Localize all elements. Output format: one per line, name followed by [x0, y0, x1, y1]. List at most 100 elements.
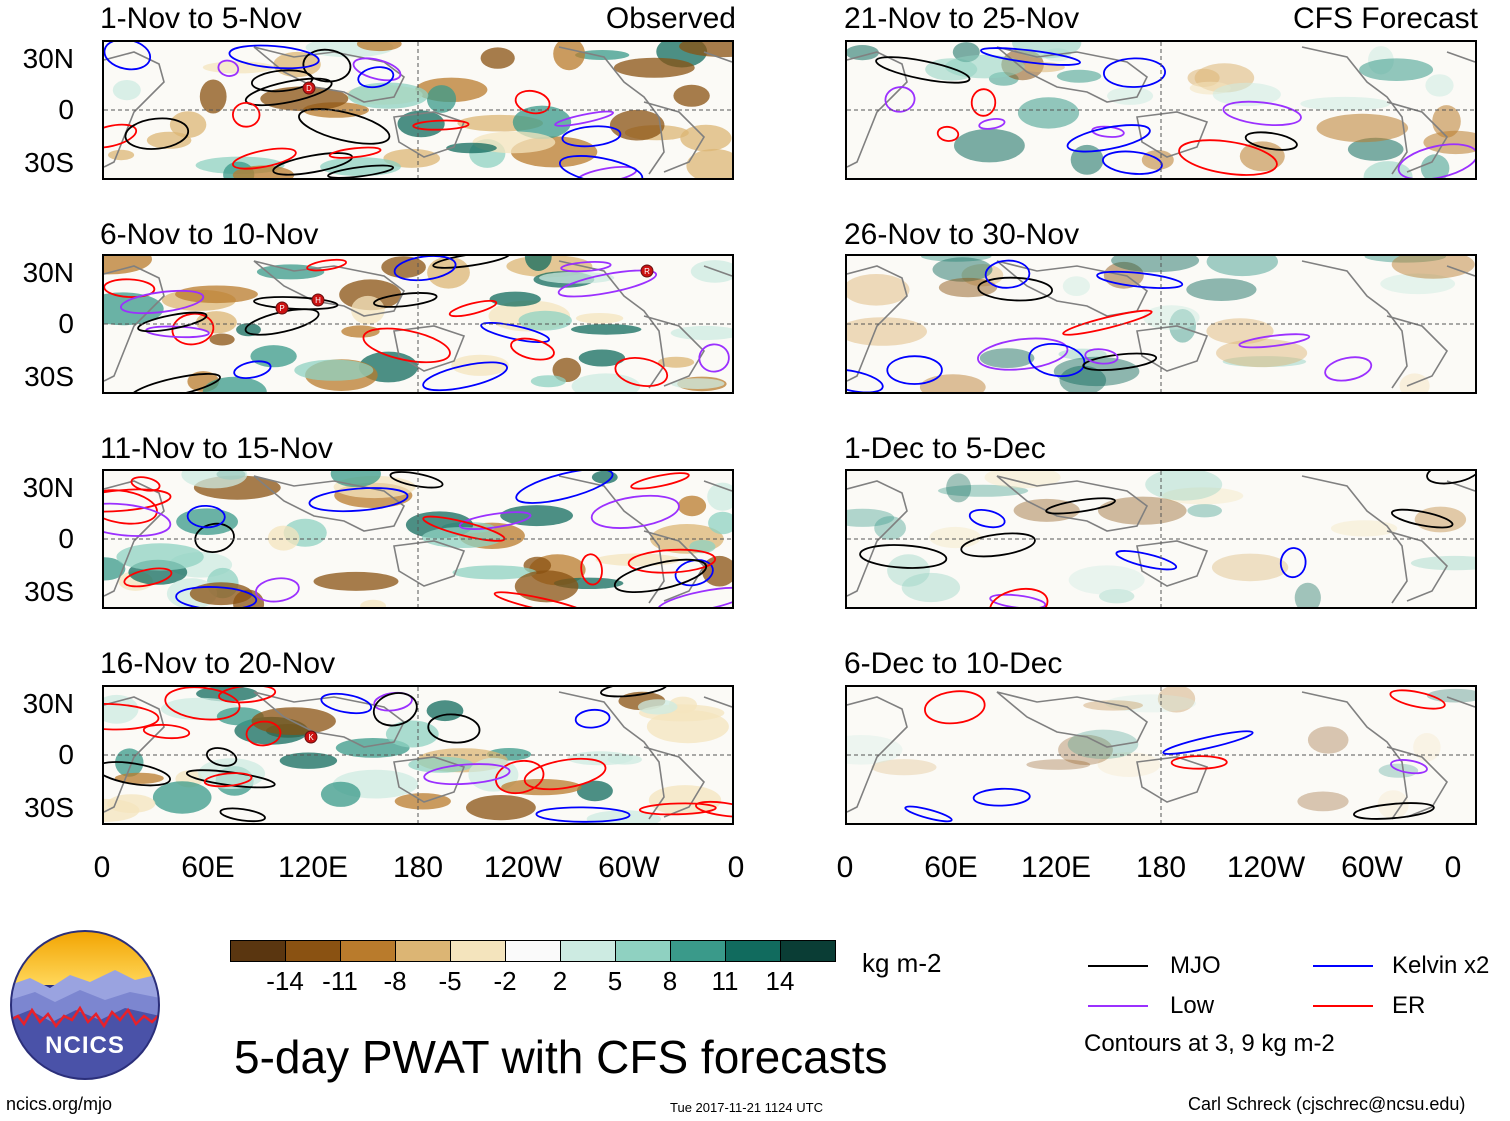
wave-contour	[124, 117, 190, 150]
footer-url[interactable]: ncics.org/mjo	[6, 1094, 113, 1114]
wave-contour	[130, 476, 161, 492]
legend-low-label: Low	[1170, 992, 1215, 1019]
pwat-anomaly-patch	[901, 572, 961, 603]
lon-label-60e: 60E	[181, 851, 235, 884]
pwat-anomaly-patch	[421, 527, 504, 548]
ncics-logo: NCICS	[10, 930, 160, 1080]
pwat-anomaly-patch	[690, 260, 732, 283]
pwat-anomaly-patch	[169, 111, 207, 138]
pwat-anomaly-patch	[571, 373, 641, 392]
colorbar-swatch	[395, 940, 451, 962]
map-panel-5	[845, 40, 1477, 180]
pwat-anomaly-patch	[1330, 520, 1398, 537]
wave-contour	[123, 567, 173, 588]
coastline	[1136, 756, 1209, 803]
pwat-anomaly-patch	[979, 348, 1035, 368]
wave-contour	[1279, 547, 1307, 579]
panel-title-5: 21-Nov to 25-Nov	[844, 2, 1080, 35]
wave-contour	[233, 360, 272, 379]
pwat-anomaly-patch	[847, 735, 903, 765]
pwat-anomaly-patch	[847, 274, 910, 306]
wave-contour	[357, 66, 395, 89]
coastline	[996, 691, 1149, 748]
pwat-anomaly-patch	[152, 781, 212, 814]
lon-label-120w: 120W	[483, 851, 563, 884]
pwat-anomaly-patch	[397, 110, 445, 138]
wave-contour	[219, 807, 266, 823]
wave-contour	[535, 806, 631, 823]
panel-title-6: 26-Nov to 30-Nov	[844, 218, 1080, 251]
wave-contour	[1102, 150, 1163, 175]
wave-contour	[970, 88, 997, 117]
lat-label-30s: 30S	[24, 792, 74, 823]
wave-contour	[120, 289, 205, 315]
pwat-anomaly-patch	[847, 317, 927, 346]
map-panel-1: D	[102, 40, 734, 180]
wave-contour	[523, 757, 607, 791]
map-panel-3	[102, 469, 734, 609]
coastline	[1136, 111, 1209, 158]
coastline	[643, 746, 706, 818]
wave-contour	[557, 269, 658, 298]
wave-contour	[1096, 270, 1184, 289]
lon-label-360: 0	[727, 851, 745, 884]
coastline	[104, 696, 165, 813]
wave-contour	[510, 337, 555, 361]
wave-contour	[104, 278, 156, 298]
pwat-anomaly-patch	[1099, 589, 1135, 604]
pwat-anomaly-patch	[267, 525, 300, 551]
pwat-anomaly-patch	[530, 375, 566, 388]
panel-title-4: 16-Nov to 20-Nov	[100, 647, 336, 680]
coastline	[104, 480, 165, 597]
colorbar-swatch	[725, 940, 781, 962]
pwat-anomaly-patch	[360, 599, 386, 607]
colorbar-swatch	[340, 940, 396, 962]
pwat-anomaly-patch	[1098, 496, 1187, 525]
wave-contour	[142, 723, 191, 740]
wave-contour	[104, 42, 152, 71]
wave-contour	[104, 502, 172, 537]
pwat-anomaly-patch	[887, 554, 930, 587]
pwat-anomaly-patch	[294, 359, 374, 381]
pwat-anomaly-patch	[1359, 58, 1434, 81]
wave-contour	[255, 577, 300, 603]
storm-marker: P	[275, 301, 289, 315]
pwat-anomaly-patch	[1162, 487, 1244, 505]
pwat-anomaly-patch	[108, 149, 135, 161]
pwat-anomaly-patch	[426, 700, 464, 722]
pwat-anomaly-patch	[847, 508, 895, 527]
wave-contour	[232, 101, 261, 128]
pwat-anomaly-patch	[946, 473, 972, 503]
wave-contour	[989, 587, 1049, 607]
pwat-anomaly-patch	[446, 142, 497, 154]
lat-label-eq: 0	[58, 523, 74, 554]
map-canvas	[847, 471, 1475, 607]
coastline	[703, 51, 732, 63]
pwat-anomaly-patch	[524, 256, 552, 271]
colorbar-swatch	[670, 940, 726, 962]
pwat-anomaly-patch	[1300, 96, 1391, 111]
wave-contour	[978, 118, 1006, 130]
pwat-anomaly-patch	[677, 495, 707, 517]
pwat-anomaly-patch	[279, 752, 338, 769]
pwat-anomaly-patch	[107, 794, 156, 813]
pwat-anomaly-patch	[575, 313, 624, 324]
wave-contour	[205, 747, 238, 767]
coastline	[1446, 265, 1475, 277]
wave-contour	[1222, 100, 1302, 126]
pwat-anomaly-patch	[1169, 309, 1196, 343]
coastline	[253, 260, 406, 317]
coastline	[1301, 260, 1408, 389]
wave-contour	[972, 787, 1031, 807]
forecast-tag: CFS Forecast	[1292, 2, 1478, 35]
lon-label-60w: 60W	[1341, 851, 1403, 884]
pwat-anomaly-patch	[1427, 688, 1475, 703]
logo-text: NCICS	[45, 1032, 125, 1059]
wave-contour	[590, 494, 680, 529]
wave-contour	[1397, 143, 1475, 178]
pwat-anomaly-patch	[1410, 555, 1475, 571]
pwat-anomaly-patch	[236, 323, 261, 337]
wave-contour	[980, 47, 1081, 66]
wave-contour	[1324, 356, 1373, 382]
map-panel-8	[845, 685, 1477, 825]
